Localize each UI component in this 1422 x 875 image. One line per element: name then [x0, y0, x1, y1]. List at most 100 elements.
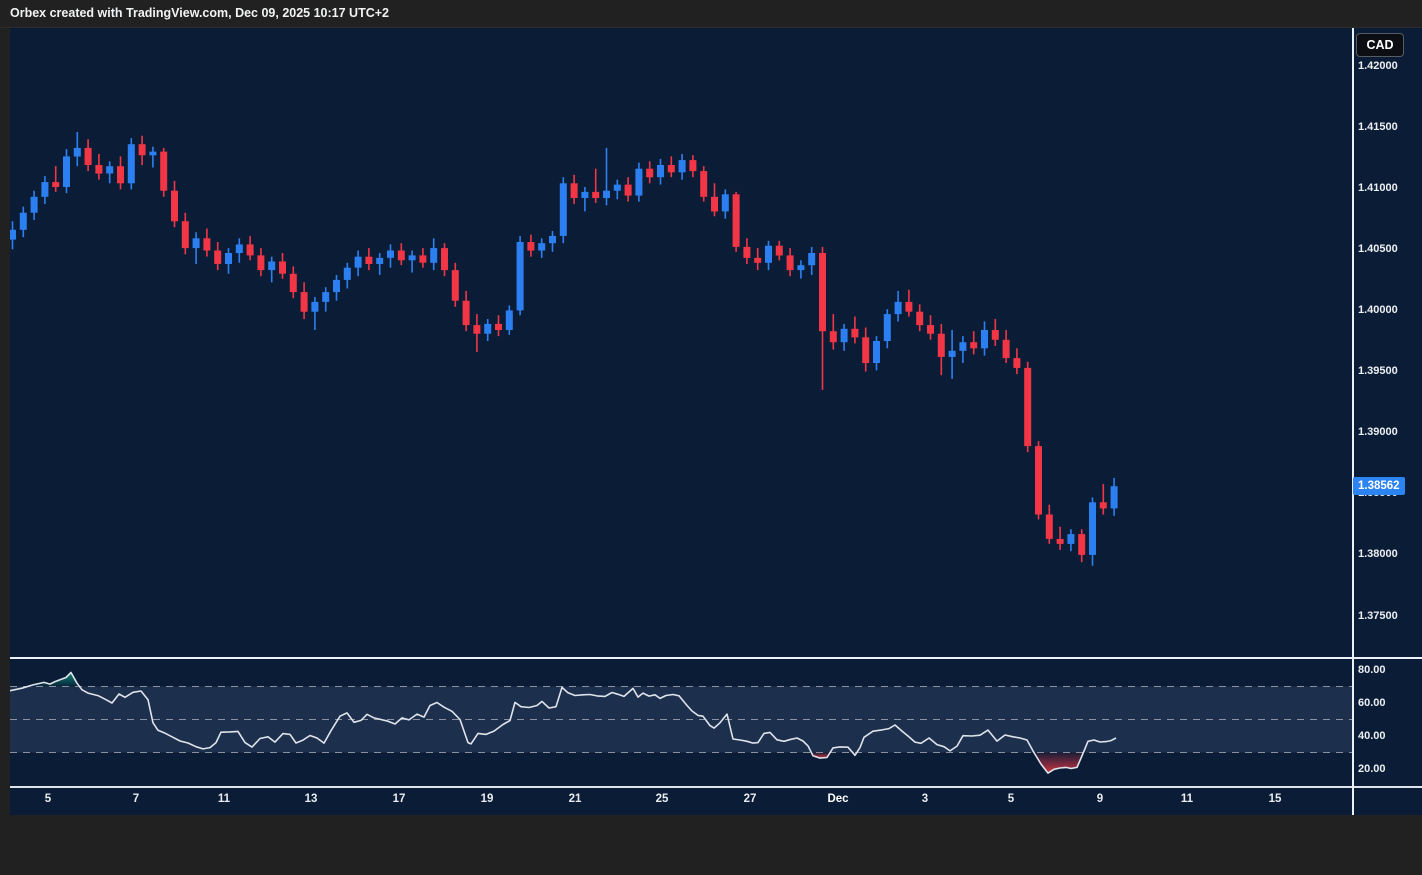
- price-axis-label: 1.38000: [1358, 548, 1398, 561]
- candle: [181, 212, 189, 255]
- candle: [991, 319, 999, 346]
- candle: [829, 314, 837, 350]
- price-axis-separator-line: [1352, 28, 1354, 815]
- candle: [333, 275, 340, 301]
- candle: [1089, 497, 1096, 566]
- rsi-axis-label: 60.00: [1358, 696, 1386, 709]
- chart-background: [10, 28, 1422, 815]
- candle: [808, 246, 816, 275]
- candle: [678, 154, 686, 180]
- candle: [376, 253, 384, 275]
- time-axis-label: 11: [217, 793, 231, 805]
- candle: [430, 238, 438, 271]
- candle: [127, 138, 135, 190]
- time-axis-label: 17: [392, 793, 406, 805]
- candle: [603, 147, 610, 206]
- candle: [775, 240, 783, 261]
- candle: [765, 240, 772, 271]
- candle: [592, 168, 600, 203]
- candle: [95, 154, 103, 180]
- candle: [916, 304, 924, 332]
- time-axis-label: 9: [1096, 793, 1104, 805]
- candle: [635, 162, 643, 202]
- candle: [948, 330, 956, 379]
- rsi-axis-label: 80.00: [1358, 663, 1386, 676]
- pane-separator-line[interactable]: [10, 657, 1422, 659]
- candle: [311, 297, 319, 330]
- candle: [613, 179, 621, 200]
- price-axis-label: 1.40000: [1358, 303, 1398, 316]
- candle: [981, 321, 988, 356]
- candle: [73, 132, 81, 167]
- candle: [1110, 477, 1118, 516]
- candle: [1067, 529, 1075, 552]
- price-axis-label: 1.37500: [1358, 609, 1398, 622]
- rsi-indicator-pane[interactable]: [10, 659, 1352, 786]
- candle: [419, 248, 427, 268]
- candle: [905, 289, 913, 317]
- last-price-badge: 1.38562: [1353, 477, 1405, 496]
- candle: [1045, 504, 1053, 544]
- candle: [624, 177, 632, 202]
- rsi-line: [10, 671, 1117, 774]
- rsi-overbought-fill: [27, 672, 80, 687]
- candle: [343, 262, 351, 289]
- candle: [549, 231, 556, 252]
- candle: [743, 238, 751, 264]
- candle: [397, 243, 405, 266]
- attribution-bar: Orbex created with TradingView.com, Dec …: [0, 0, 1422, 28]
- candle: [117, 156, 124, 190]
- candle: [387, 244, 394, 268]
- time-axis-label: 19: [480, 793, 494, 805]
- candle: [754, 248, 762, 271]
- candle: [235, 238, 243, 263]
- candle: [52, 166, 60, 192]
- candle: [462, 290, 470, 332]
- time-axis-label: 5: [44, 793, 52, 805]
- time-axis-label: Dec: [827, 793, 849, 805]
- candle: [225, 248, 232, 274]
- price-axis-label: 1.39000: [1358, 426, 1398, 439]
- rsi-axis-label: 40.00: [1358, 729, 1386, 742]
- candle: [657, 158, 664, 185]
- candle: [894, 290, 902, 322]
- candle: [1002, 330, 1010, 363]
- candlestick-chart[interactable]: [10, 28, 1352, 658]
- candle: [30, 190, 38, 220]
- time-axis-label: 25: [655, 793, 669, 805]
- rsi-oversold-fill: [1034, 752, 1084, 774]
- attribution-text: Orbex created with TradingView.com, Dec …: [10, 6, 389, 20]
- time-axis-label: 27: [743, 793, 757, 805]
- candle: [883, 309, 891, 349]
- candle: [1035, 441, 1042, 520]
- price-axis-label: 1.42000: [1358, 59, 1398, 72]
- candle: [819, 246, 826, 390]
- candle: [862, 327, 870, 372]
- candle: [721, 189, 729, 219]
- candle: [441, 243, 448, 277]
- price-axis-label: 1.39500: [1358, 365, 1398, 377]
- candle: [149, 146, 157, 168]
- time-axis-label: 11: [1180, 793, 1194, 805]
- candle: [160, 147, 168, 197]
- candle: [246, 235, 254, 261]
- candle: [538, 238, 546, 258]
- candle: [700, 166, 708, 202]
- candle: [559, 177, 567, 244]
- candle: [451, 262, 459, 307]
- candle: [279, 253, 286, 279]
- candle: [570, 174, 578, 205]
- currency-badge[interactable]: CAD: [1356, 33, 1404, 57]
- candle: [354, 250, 362, 277]
- candle: [927, 315, 934, 340]
- candle: [711, 183, 718, 217]
- candle: [959, 336, 967, 363]
- candle: [581, 187, 589, 212]
- time-axis-label: 21: [568, 793, 582, 805]
- candle: [484, 319, 492, 341]
- candle: [516, 235, 524, 316]
- candle: [937, 323, 945, 376]
- candle: [408, 250, 416, 273]
- candle: [873, 336, 880, 371]
